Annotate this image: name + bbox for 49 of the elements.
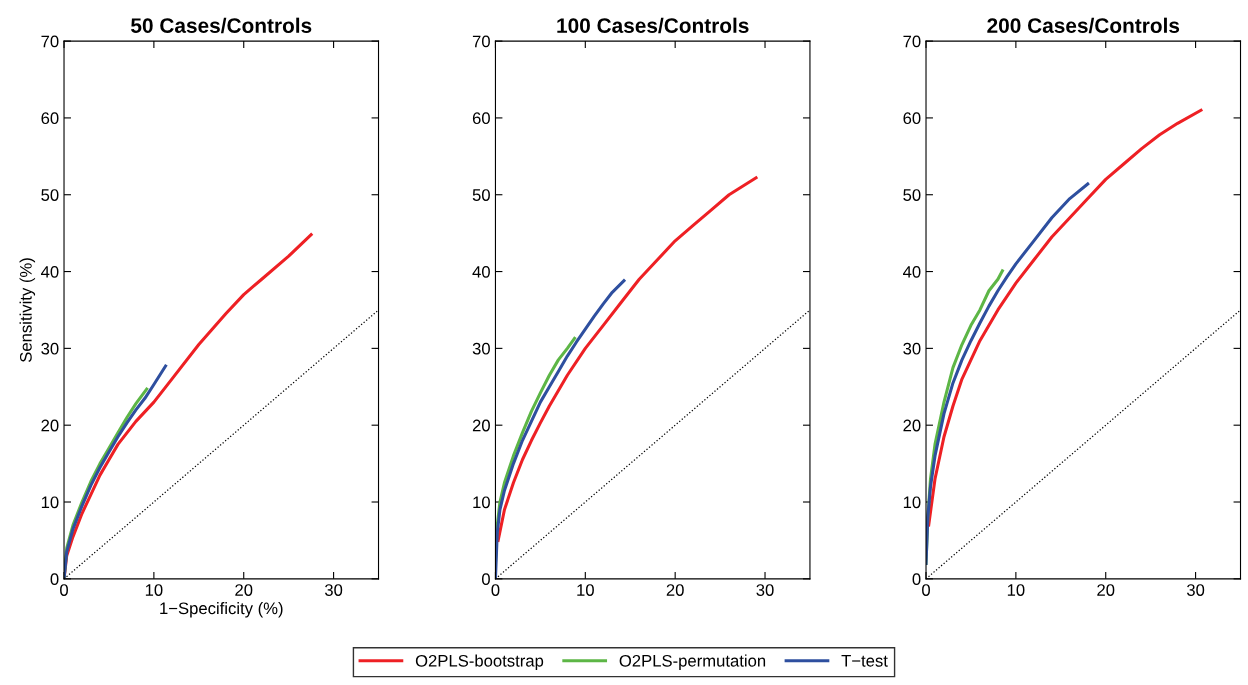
y-tick-label: 40: [41, 265, 59, 278]
legend-label: O2PLS-bootstrap: [415, 654, 544, 670]
line-series: [496, 176, 758, 542]
x-tick-label: 0: [491, 584, 500, 596]
x-tick-label: 30: [756, 584, 774, 596]
y-tick-label: 0: [481, 573, 490, 586]
line-series: [64, 364, 168, 579]
x-tick-label: 0: [922, 584, 930, 596]
y-tick-label: 40: [903, 265, 921, 278]
y-tick-label: 30: [903, 342, 921, 355]
y-tick-label: 70: [41, 35, 59, 48]
y-tick-label: 30: [472, 342, 490, 355]
y-tick-label: 20: [41, 419, 59, 432]
y-axis-title: Sensitivity (%): [19, 258, 36, 362]
y-tick-label: 20: [472, 419, 490, 432]
y-tick-label: 10: [473, 496, 490, 509]
legend-label: T−test: [841, 655, 888, 667]
y-tick-label: 60: [903, 112, 921, 125]
y-tick-label: 30: [41, 342, 59, 355]
chart-title: 50 Cases/Controls: [131, 17, 312, 34]
y-tick-label: 40: [472, 265, 490, 278]
x-tick-label: 0: [60, 584, 69, 596]
y-tick-label: 50: [472, 189, 490, 201]
y-tick-label: 50: [41, 189, 59, 201]
y-tick-label: 0: [50, 573, 59, 586]
x-tick-label: 20: [1097, 584, 1115, 596]
y-tick-label: 70: [472, 35, 490, 48]
x-tick-label: 30: [324, 584, 343, 596]
line-series: [927, 108, 1203, 527]
x-tick-label: 10: [1007, 584, 1025, 596]
x-tick-label: 20: [666, 584, 684, 596]
y-tick-label: 10: [41, 496, 59, 509]
y-tick-label: 50: [903, 189, 921, 201]
line-series: [926, 182, 1090, 565]
x-tick-label: 10: [145, 584, 163, 596]
legend-label: O2PLS-permutation: [619, 654, 766, 670]
x-tick-label: 10: [577, 584, 594, 596]
y-tick-label: 10: [903, 496, 921, 509]
x-tick-label: 20: [235, 584, 253, 596]
y-tick-label: 20: [903, 419, 921, 432]
y-tick-label: 0: [912, 573, 921, 586]
line-series: [495, 279, 626, 579]
y-tick-label: 60: [472, 112, 490, 125]
chart-title: 100 Cases/Controls: [557, 17, 749, 34]
x-axis-title: 1−Specificity (%): [160, 602, 283, 618]
x-tick-label: 30: [1186, 584, 1205, 596]
y-tick-label: 60: [41, 112, 59, 125]
y-tick-label: 70: [903, 35, 921, 48]
chart-title: 200 Cases/Controls: [987, 17, 1180, 34]
